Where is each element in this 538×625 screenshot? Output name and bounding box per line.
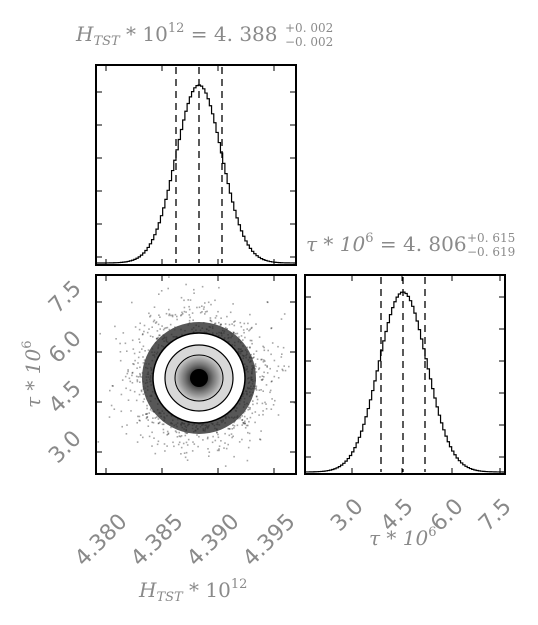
- svg-text:HTST * 1012: HTST * 1012: [138, 577, 247, 605]
- x-axis-label-tau: τ * 106: [369, 525, 437, 550]
- svg-text:−0. 619: −0. 619: [467, 245, 515, 259]
- h-title: HTST * 1012 = 4. 388 +0. 002 −0. 002: [75, 21, 333, 49]
- marginal-h-panel: [95, 64, 297, 266]
- joint-ticks: [96, 275, 296, 474]
- joint-x-tick-labels: 4.380 4.385 4.390 4.395: [70, 509, 300, 571]
- marginal-tau-histogram: [305, 291, 505, 473]
- y-axis-label-tau: τ * 106: [20, 340, 45, 408]
- ytick-label-tau-75: 7.5: [44, 276, 86, 318]
- ytick-label-tau-6: 6.0: [44, 326, 86, 368]
- x-axis-label-h: HTST * 1012: [138, 577, 247, 605]
- marginal-tau-frame: [304, 274, 506, 475]
- marginal-h-ticks: [96, 65, 296, 265]
- tick-label-h-4380: 4.380: [70, 509, 132, 571]
- svg-text:+0. 615: +0. 615: [467, 231, 515, 245]
- svg-text:τ * 106: τ * 106: [20, 340, 45, 408]
- svg-text:−0. 002: −0. 002: [285, 35, 333, 49]
- marginal-tau-quantiles: [380, 277, 426, 472]
- marginal-tau-panel: [304, 274, 506, 475]
- tick-label-h-4385: 4.385: [126, 509, 188, 571]
- ytick-label-tau-45: 4.5: [44, 376, 86, 418]
- joint-frame: [95, 274, 297, 475]
- joint-peak: [190, 369, 208, 387]
- marginal-h-histogram: [96, 84, 296, 264]
- tick-label-h-4390: 4.390: [182, 509, 244, 571]
- svg-text:HTST * 1012 = 4. 388: HTST * 1012 = 4. 388: [75, 21, 278, 49]
- tau-title: τ * 106 = 4. 806 +0. 615 −0. 619: [306, 231, 515, 259]
- marginal-tau-ticks: [305, 275, 505, 474]
- joint-y-tick-labels: 3.0 4.5 6.0 7.5: [44, 276, 86, 468]
- marginal-h-frame: [95, 64, 297, 266]
- ytick-label-tau-3: 3.0: [44, 426, 86, 468]
- svg-text:+0. 002: +0. 002: [285, 21, 333, 35]
- tick-label-h-4395: 4.395: [238, 509, 300, 571]
- svg-text:τ * 106: τ * 106: [369, 525, 437, 550]
- tick-label-tau-3: 3.0: [326, 494, 368, 536]
- tick-label-tau-75: 7.5: [474, 494, 516, 536]
- marginal-h-quantiles: [175, 67, 223, 263]
- joint-panel: [95, 274, 297, 475]
- svg-text:τ * 106 = 4. 806: τ * 106 = 4. 806: [306, 231, 467, 256]
